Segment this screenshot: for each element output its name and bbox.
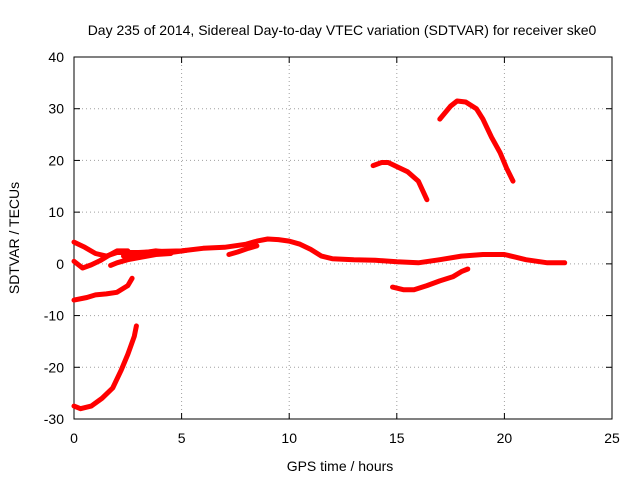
series-group <box>71 98 568 412</box>
series-arc-high <box>437 98 516 184</box>
y-axis-label: SDTVAR / TECUs <box>6 182 22 294</box>
series-evening-neg <box>390 266 471 293</box>
series-early-rise <box>108 251 174 268</box>
x-tick-label: 15 <box>389 430 405 446</box>
y-tick-label: 20 <box>48 152 64 168</box>
x-tick-label: 25 <box>604 430 620 446</box>
grid <box>74 57 612 419</box>
series-early-flat <box>121 247 189 259</box>
y-tick-label: -10 <box>44 308 64 324</box>
y-tick-label: 0 <box>56 256 64 272</box>
y-tick-label: 10 <box>48 204 64 220</box>
chart-title: Day 235 of 2014, Sidereal Day-to-day VTE… <box>88 22 597 38</box>
x-tick-label: 20 <box>497 430 513 446</box>
x-tick-label: 0 <box>70 430 78 446</box>
x-tick-label: 10 <box>281 430 297 446</box>
y-tick-label: -20 <box>44 359 64 375</box>
series-neg-short <box>71 275 135 303</box>
series-deep <box>71 323 139 412</box>
x-axis-label: GPS time / hours <box>287 458 394 474</box>
y-tick-label: 40 <box>48 49 64 65</box>
x-tick-label: 5 <box>178 430 186 446</box>
axis-ticks: 0 5 10 15 20 25 -30 -20 -10 0 10 20 30 40 <box>44 49 620 446</box>
plot-frame <box>73 56 613 420</box>
series-mid-dip <box>226 243 260 257</box>
series-arc-mid <box>370 160 430 203</box>
y-tick-label: 30 <box>48 101 64 117</box>
y-tick-label: -30 <box>44 411 64 427</box>
series-early-dip <box>71 248 131 271</box>
